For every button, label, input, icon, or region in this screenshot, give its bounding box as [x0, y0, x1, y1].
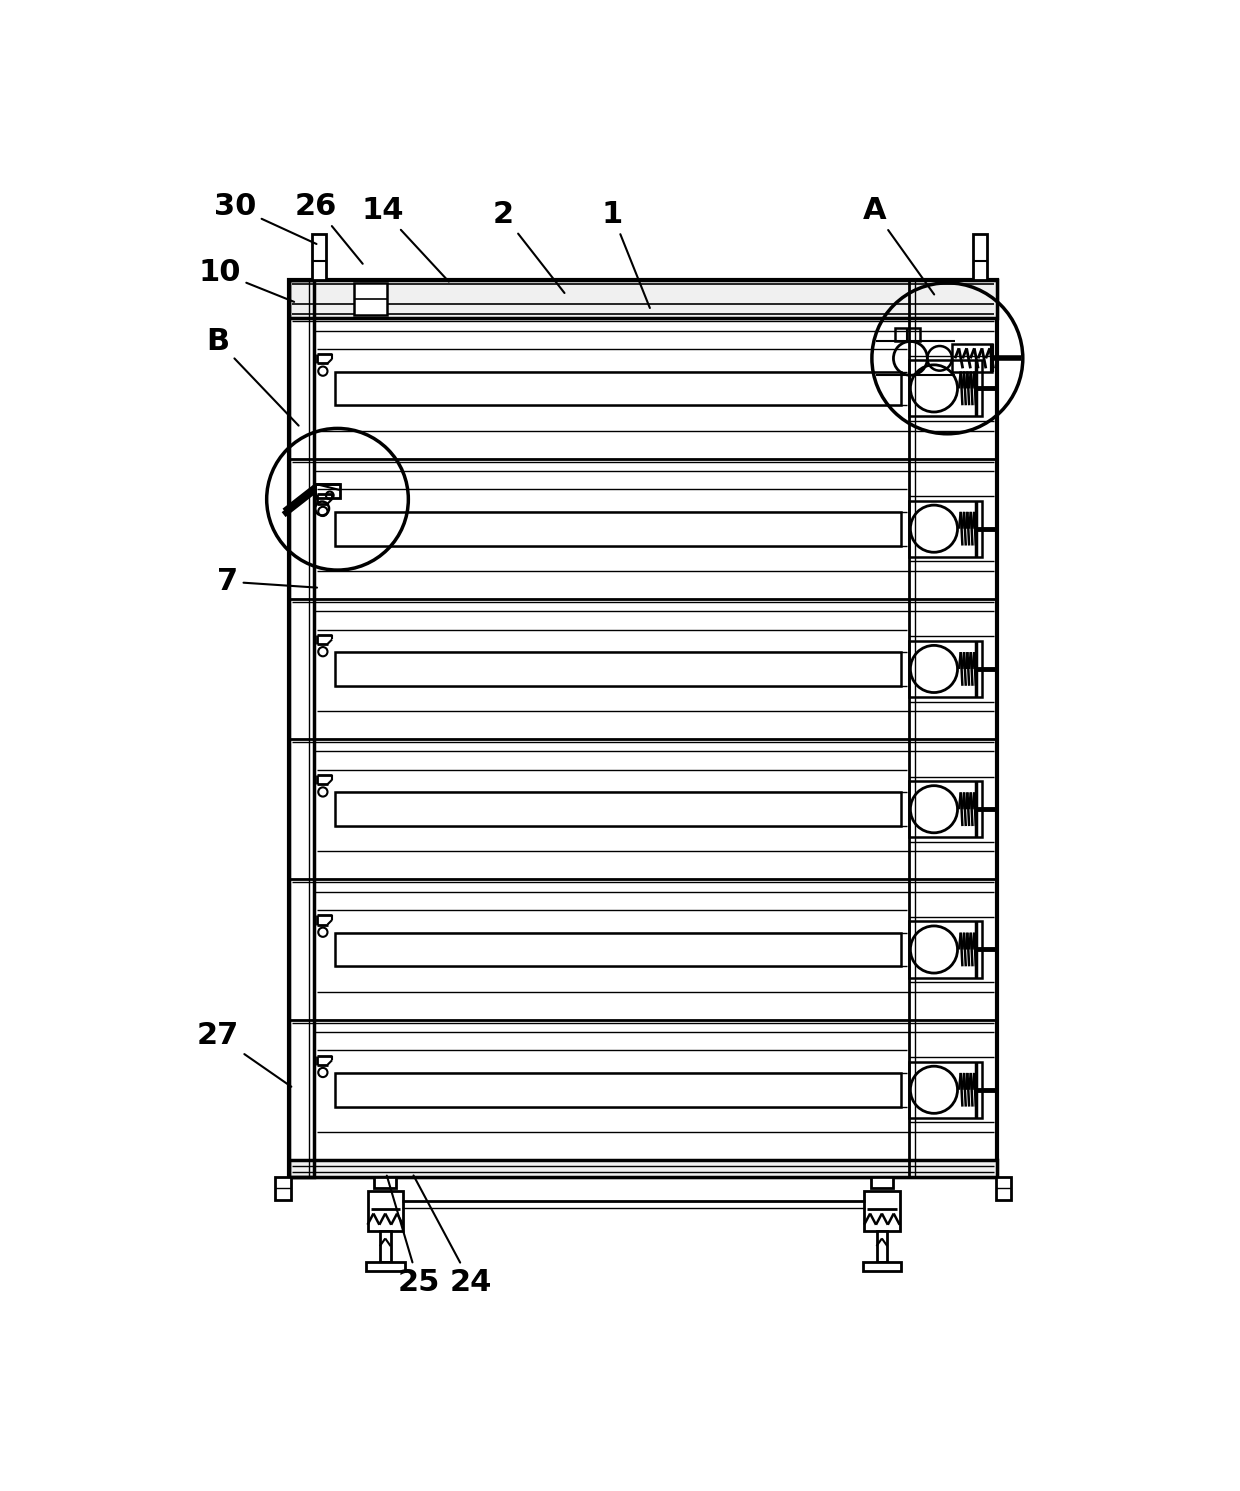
Text: 30: 30 [215, 192, 316, 245]
Bar [374, 1176, 396, 1188]
Bar [289, 1160, 997, 1176]
Text: 1: 1 [601, 200, 650, 309]
Bar [335, 652, 901, 686]
Bar [335, 792, 901, 826]
Bar [289, 280, 997, 1176]
Text: 14: 14 [362, 195, 449, 282]
Text: 27: 27 [197, 1021, 291, 1087]
Bar [909, 1062, 982, 1118]
Bar [864, 1191, 899, 1230]
Bar [909, 280, 997, 1176]
Bar [335, 1074, 901, 1106]
Text: 10: 10 [198, 258, 294, 301]
Bar [872, 1176, 893, 1188]
Text: B: B [207, 327, 299, 425]
Bar [909, 501, 982, 556]
Text: 7: 7 [217, 567, 317, 596]
Bar [289, 280, 997, 318]
Bar [335, 371, 901, 406]
Bar [335, 933, 901, 966]
Bar [315, 485, 340, 498]
Bar [379, 1230, 391, 1261]
Bar [863, 1261, 901, 1270]
Bar [895, 328, 920, 341]
Bar [996, 1176, 1012, 1200]
Bar [909, 361, 982, 416]
Bar [909, 641, 982, 696]
Text: 24: 24 [413, 1175, 492, 1297]
Text: 2: 2 [492, 200, 564, 294]
Bar [275, 1176, 290, 1200]
Bar [367, 1191, 403, 1230]
Bar [877, 1230, 888, 1261]
Bar [366, 1261, 404, 1270]
Bar [972, 234, 987, 280]
Bar [355, 283, 387, 315]
Bar [952, 344, 992, 373]
Bar [335, 511, 901, 546]
Bar [312, 234, 326, 280]
Text: 26: 26 [295, 192, 363, 264]
Bar [909, 781, 982, 838]
Bar [289, 280, 314, 1176]
Text: A: A [862, 195, 934, 294]
Text: 25: 25 [387, 1176, 439, 1297]
Bar [909, 921, 982, 978]
